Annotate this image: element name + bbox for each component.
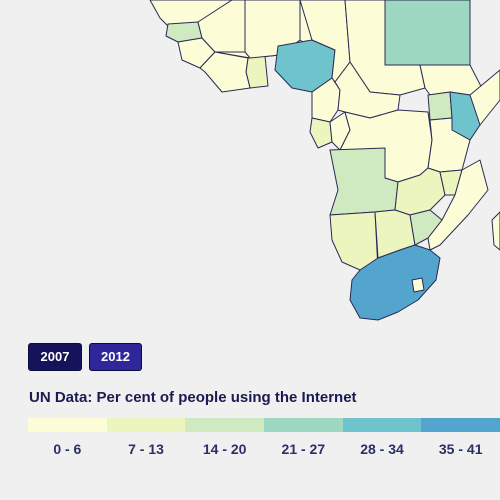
legend-label-2: 14 - 20 <box>202 441 247 457</box>
legend-swatch-2 <box>185 418 265 432</box>
country-namibia[interactable] <box>329 211 379 271</box>
legend-label-0: 0 - 6 <box>53 441 82 457</box>
legend-labels: 0 - 6 7 - 13 14 - 20 21 - 27 28 - 34 35 … <box>28 441 500 457</box>
country-uganda[interactable] <box>427 91 453 121</box>
legend-label-5: 35 - 41 <box>438 441 483 457</box>
legend-label-3: 21 - 27 <box>281 441 326 457</box>
country-gabon[interactable] <box>309 117 333 149</box>
country-somalia[interactable] <box>469 69 500 126</box>
legend-label-4: 28 - 34 <box>360 441 404 457</box>
legend-swatch-0 <box>28 418 107 432</box>
legend-swatch-4 <box>342 418 422 432</box>
year-2012-button[interactable]: 2012 <box>89 343 142 371</box>
africa-choropleth-map[interactable] <box>0 0 500 340</box>
country-south-africa[interactable] <box>349 244 441 321</box>
country-lesotho[interactable] <box>411 277 425 293</box>
country-madagascar[interactable] <box>491 211 500 251</box>
legend-label-1: 7 - 13 <box>128 441 164 457</box>
country-zimbabwe[interactable] <box>409 209 443 246</box>
country-egypt[interactable] <box>384 0 471 66</box>
map-title: UN Data: Per cent of people using the In… <box>29 389 357 406</box>
legend-swatch-5 <box>421 418 500 432</box>
country-ivory-coast[interactable] <box>199 51 251 93</box>
legend-swatch-3 <box>264 418 343 432</box>
legend-swatch-1 <box>106 418 186 432</box>
legend-color-bar <box>28 418 500 432</box>
year-2007-button[interactable]: 2007 <box>28 343 82 371</box>
